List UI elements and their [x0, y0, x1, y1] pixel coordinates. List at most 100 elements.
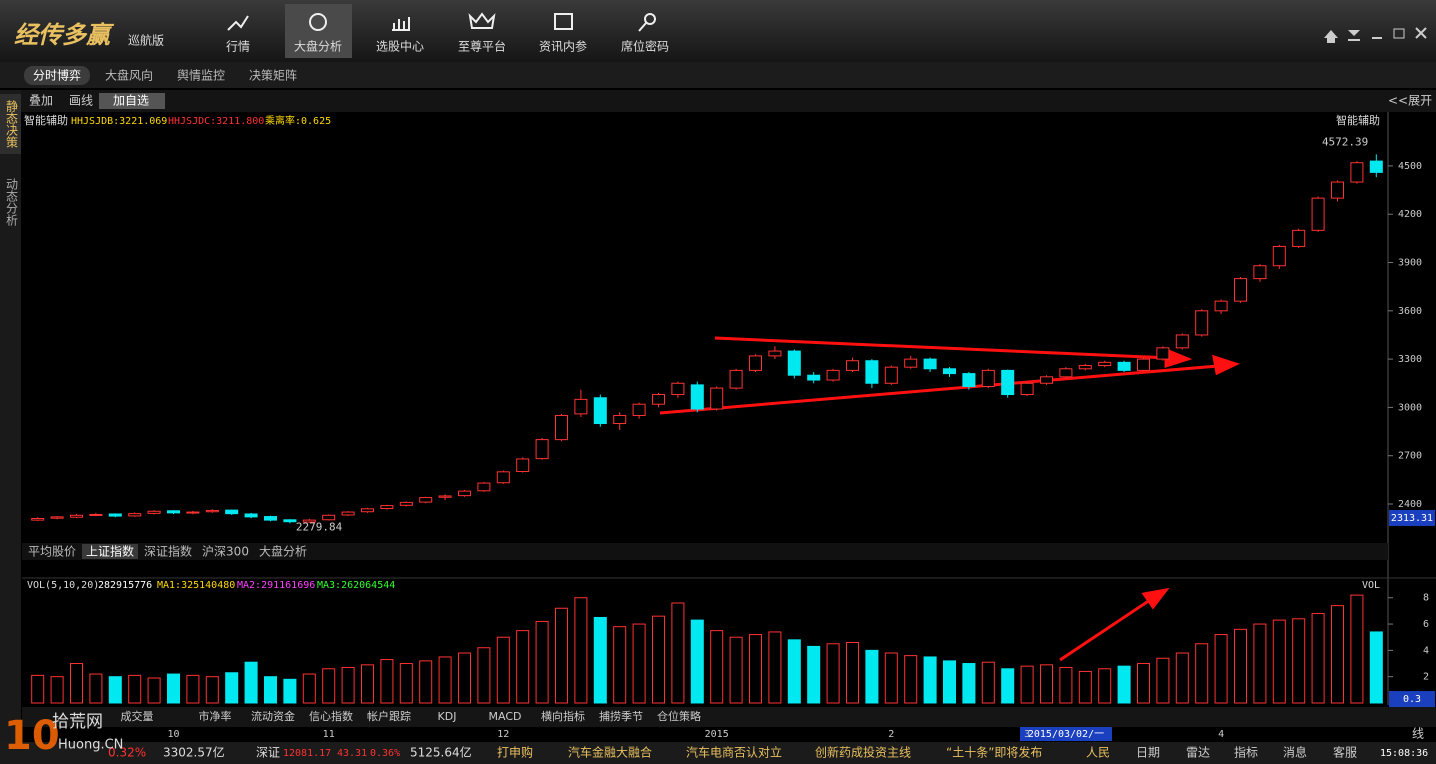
status-bar: [0, 742, 1436, 764]
status-item[interactable]: 客服: [1333, 745, 1357, 760]
candle-body: [31, 517, 45, 521]
volume-bar: [690, 619, 704, 704]
menu[interactable]: [1348, 30, 1360, 41]
candle-body: [845, 360, 860, 371]
candle-body: [729, 369, 743, 389]
status-item[interactable]: 汽车电商否认对立: [686, 745, 782, 760]
volume-bar: [128, 674, 142, 704]
volume-bar: [1272, 619, 1286, 704]
nav-item[interactable]: 行情: [226, 40, 250, 54]
volume-bar: [1156, 657, 1170, 704]
indicator-tab[interactable]: 信心指数: [309, 709, 353, 723]
status-item[interactable]: 雷达: [1186, 746, 1210, 760]
tab[interactable]: 分时博弈: [33, 68, 81, 83]
candle-body: [341, 511, 355, 516]
indicator-tab[interactable]: 帐户跟踪: [367, 709, 411, 723]
indicator-tab[interactable]: 流动资金: [251, 709, 295, 723]
volume-bar: [1233, 628, 1248, 704]
index-tab[interactable]: 上证指数: [86, 544, 134, 559]
volume-bar: [1311, 613, 1325, 704]
icon: [392, 17, 410, 31]
volume-bar: [574, 597, 588, 704]
indicator-tab[interactable]: KDJ: [438, 710, 457, 723]
volume-bar: [147, 677, 161, 704]
volume-bar: [477, 647, 491, 704]
toolbar-items: 叠加 画线 加自选 <<展开: [29, 93, 1432, 109]
cursor-value: 0.3: [1403, 694, 1421, 705]
watermark-url: Huong.CN: [58, 738, 123, 753]
maximize[interactable]: [1393, 28, 1405, 39]
status-item[interactable]: 创新药成投资主线: [815, 745, 911, 760]
nav-item[interactable]: 席位密码: [621, 39, 669, 54]
indicator-tab[interactable]: MACD: [489, 710, 522, 723]
status-item[interactable]: 汽车金融大融合: [568, 745, 652, 760]
side-tab[interactable]: 静态决策: [5, 100, 19, 148]
watermark: 10 拾荒网 Huong.CN: [4, 712, 123, 759]
volume-bar: [1059, 666, 1073, 704]
y-tick-label: 2400: [1398, 499, 1422, 510]
x-tick-label: 2: [888, 729, 894, 740]
tool[interactable]: 画线: [69, 94, 93, 108]
candle-body: [438, 495, 452, 498]
status-item[interactable]: 消息: [1283, 745, 1307, 760]
minimize[interactable]: [1372, 37, 1382, 39]
volume-bar: [89, 673, 103, 704]
tab[interactable]: 决策矩阵: [249, 69, 297, 83]
volume-bar: [884, 652, 898, 704]
candle-body: [787, 350, 801, 376]
volume-bar: [1214, 634, 1228, 704]
candle-body: [1195, 310, 1209, 336]
status-item[interactable]: 日期: [1136, 746, 1160, 760]
index-tab[interactable]: 平均股价: [28, 545, 76, 559]
indicator-tab[interactable]: 捕捞季节: [599, 709, 643, 723]
indicator-tab[interactable]: 成交量: [121, 709, 154, 723]
index-tab[interactable]: 大盘分析: [259, 544, 307, 559]
volume-bar: [1253, 623, 1267, 704]
home[interactable]: [1324, 30, 1338, 43]
candle-body: [1039, 376, 1054, 384]
candle-body: [632, 403, 646, 416]
tab[interactable]: 大盘风向: [105, 68, 153, 83]
line-button[interactable]: 线: [1412, 727, 1424, 741]
candle-body: [244, 513, 258, 518]
side-tab[interactable]: 动态分析: [5, 178, 19, 227]
tool[interactable]: 加自选: [113, 94, 149, 108]
candle-body: [690, 384, 704, 410]
x-tick-label: 3: [1024, 729, 1030, 740]
status-item[interactable]: 人民: [1086, 746, 1110, 760]
date-box: [1020, 727, 1112, 741]
nav-item[interactable]: 大盘分析: [294, 39, 342, 54]
high-label: 4572.39: [1322, 135, 1368, 148]
indicator-tab[interactable]: 横向指标: [541, 709, 585, 723]
close[interactable]: [1415, 27, 1427, 39]
add-button[interactable]: [99, 93, 165, 109]
indicator-tab[interactable]: 市净率: [199, 709, 232, 723]
candle-body: [225, 509, 239, 515]
nav-item[interactable]: 资讯内参: [539, 39, 587, 54]
expand[interactable]: <<展开: [1388, 94, 1432, 108]
index-tab[interactable]: 沪深300: [202, 545, 249, 559]
tab[interactable]: 舆情监控: [177, 68, 225, 83]
nav: 行情 大盘分析 选股中心 至尊平台 资讯内参 席位密码: [226, 39, 669, 54]
indicator-tab[interactable]: 仓位策略: [657, 709, 701, 723]
index-tab[interactable]: 深证指数: [144, 544, 192, 559]
candle-body: [399, 501, 413, 506]
volume-bar: [1350, 594, 1364, 704]
candle-body: [923, 358, 937, 370]
candle-body: [50, 516, 64, 519]
volume-bar: [108, 676, 122, 704]
legend-item: MA1:325140480: [157, 580, 235, 591]
annotation-line: [714, 336, 1171, 360]
volume-bar: [50, 676, 64, 704]
volume-bar: [322, 668, 336, 704]
nav-item[interactable]: 选股中心: [376, 39, 424, 54]
status-item[interactable]: “土十条”即将发布: [946, 745, 1042, 760]
volume-bar: [942, 660, 957, 704]
status-item[interactable]: 打申购: [497, 745, 533, 760]
candle-body: [962, 373, 976, 387]
tool[interactable]: 叠加: [29, 94, 53, 108]
nav-item[interactable]: 至尊平台: [458, 39, 506, 54]
volume-bar: [787, 639, 801, 704]
status-item[interactable]: 指标: [1234, 745, 1258, 760]
